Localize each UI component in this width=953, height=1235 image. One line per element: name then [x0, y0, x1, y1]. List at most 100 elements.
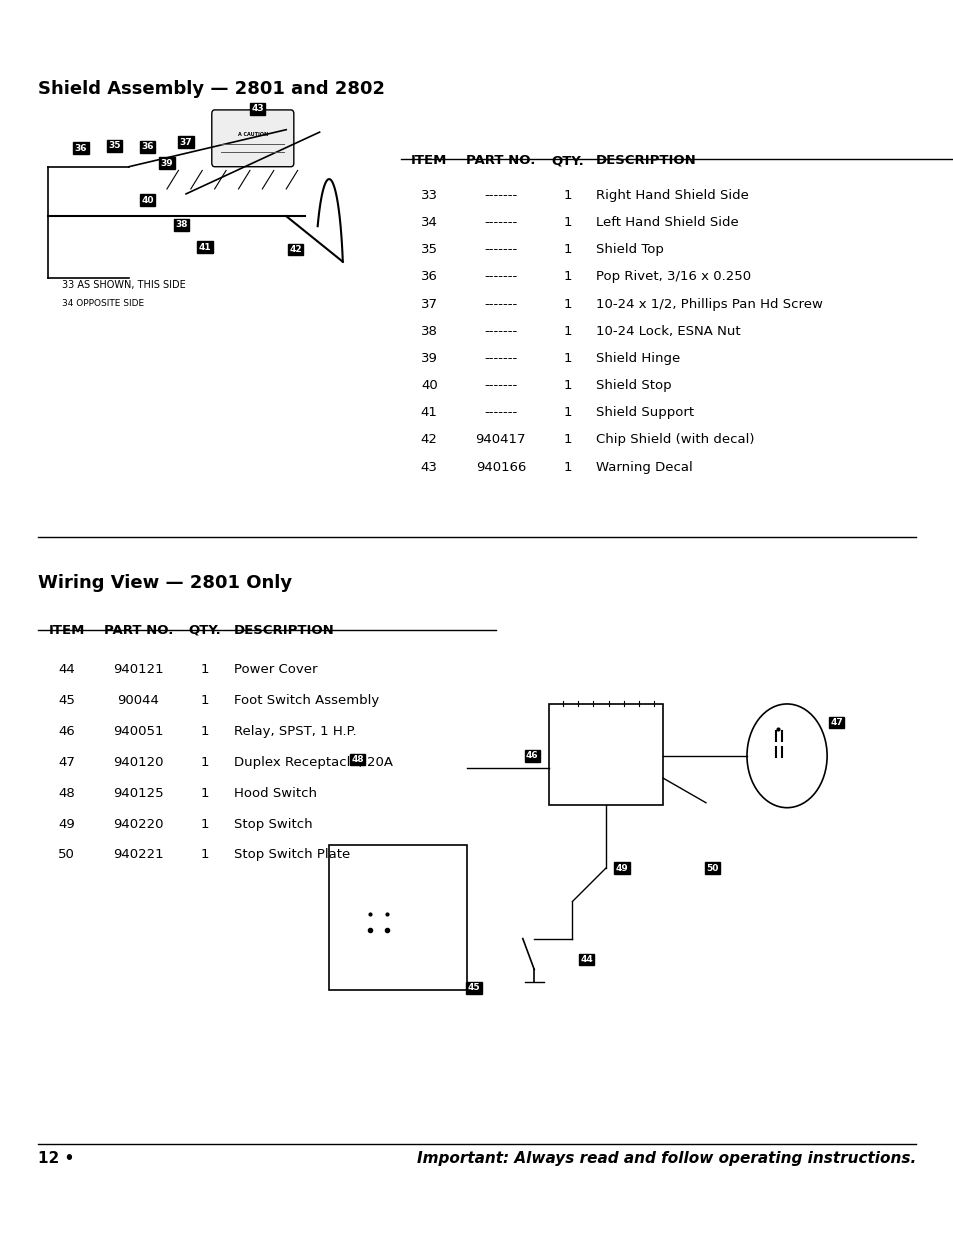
Text: 1: 1: [201, 663, 209, 677]
Text: 49: 49: [615, 863, 628, 873]
Text: 12 •: 12 •: [38, 1151, 74, 1166]
Text: 1: 1: [201, 694, 209, 708]
Bar: [548, 704, 662, 805]
Text: 10-24 x 1/2, Phillips Pan Hd Screw: 10-24 x 1/2, Phillips Pan Hd Screw: [596, 298, 822, 311]
Text: -------: -------: [484, 216, 517, 230]
Text: Shield Stop: Shield Stop: [596, 379, 671, 393]
Text: 1: 1: [563, 352, 571, 366]
Text: -------: -------: [484, 189, 517, 203]
Text: 44: 44: [579, 955, 593, 965]
Text: 1: 1: [201, 725, 209, 739]
Text: 47: 47: [58, 756, 75, 769]
Text: 940417: 940417: [476, 433, 525, 447]
Text: Left Hand Shield Side: Left Hand Shield Side: [596, 216, 739, 230]
Text: Wiring View — 2801 Only: Wiring View — 2801 Only: [38, 574, 292, 593]
Text: 40: 40: [141, 195, 154, 205]
Text: 39: 39: [160, 158, 173, 168]
Text: 38: 38: [174, 220, 188, 230]
Text: Power Cover: Power Cover: [233, 663, 317, 677]
Text: 35: 35: [420, 243, 437, 257]
Text: 1: 1: [201, 848, 209, 862]
Text: -------: -------: [484, 406, 517, 420]
Text: 34: 34: [420, 216, 437, 230]
Text: Chip Shield (with decal): Chip Shield (with decal): [596, 433, 754, 447]
Text: QTY.: QTY.: [189, 624, 221, 637]
Circle shape: [746, 704, 826, 808]
Text: -------: -------: [484, 298, 517, 311]
Text: 50: 50: [58, 848, 75, 862]
Text: DESCRIPTION: DESCRIPTION: [233, 624, 335, 637]
Text: 43: 43: [420, 461, 437, 474]
Text: Stop Switch Plate: Stop Switch Plate: [233, 848, 350, 862]
Text: 940121: 940121: [112, 663, 164, 677]
Text: 47: 47: [829, 718, 842, 727]
Text: 33: 33: [420, 189, 437, 203]
Text: Duplex Receptacle, 20A: Duplex Receptacle, 20A: [233, 756, 393, 769]
Text: 940166: 940166: [476, 461, 525, 474]
Text: 940221: 940221: [112, 848, 164, 862]
Text: 36: 36: [420, 270, 437, 284]
Text: 1: 1: [201, 756, 209, 769]
Text: 940125: 940125: [112, 787, 164, 800]
Text: DESCRIPTION: DESCRIPTION: [596, 154, 697, 168]
Text: Stop Switch: Stop Switch: [233, 818, 312, 831]
Text: PART NO.: PART NO.: [466, 154, 535, 168]
Text: 39: 39: [420, 352, 437, 366]
Text: 35: 35: [108, 141, 121, 151]
Text: Hood Switch: Hood Switch: [233, 787, 316, 800]
Text: -------: -------: [484, 243, 517, 257]
Text: ITEM: ITEM: [49, 624, 85, 637]
Text: 1: 1: [563, 406, 571, 420]
Text: 1: 1: [563, 270, 571, 284]
Text: 50: 50: [706, 863, 718, 873]
Text: 1: 1: [563, 325, 571, 338]
Text: Shield Hinge: Shield Hinge: [596, 352, 679, 366]
Text: 46: 46: [525, 751, 538, 761]
Text: 42: 42: [289, 245, 302, 254]
Text: 1: 1: [201, 818, 209, 831]
Text: -------: -------: [484, 379, 517, 393]
Text: 1: 1: [563, 379, 571, 393]
Text: 1: 1: [563, 243, 571, 257]
Text: 36: 36: [141, 142, 154, 152]
Text: -------: -------: [484, 352, 517, 366]
Text: 37: 37: [420, 298, 437, 311]
Text: A CAUTION: A CAUTION: [237, 132, 268, 137]
Text: Shield Support: Shield Support: [596, 406, 694, 420]
Text: Pop Rivet, 3/16 x 0.250: Pop Rivet, 3/16 x 0.250: [596, 270, 751, 284]
Text: -------: -------: [484, 270, 517, 284]
Text: 37: 37: [179, 137, 193, 147]
Text: Important: Always read and follow operating instructions.: Important: Always read and follow operat…: [416, 1151, 915, 1166]
Text: 48: 48: [351, 755, 364, 764]
Text: 41: 41: [198, 242, 212, 252]
Text: 43: 43: [251, 104, 264, 114]
Text: 34 OPPOSITE SIDE: 34 OPPOSITE SIDE: [62, 299, 144, 308]
Text: 45: 45: [58, 694, 75, 708]
Text: 49: 49: [58, 818, 75, 831]
Text: 940220: 940220: [113, 818, 163, 831]
Text: 46: 46: [58, 725, 75, 739]
Text: ITEM: ITEM: [411, 154, 447, 168]
Text: Warning Decal: Warning Decal: [596, 461, 692, 474]
Text: 44: 44: [58, 663, 75, 677]
Text: 940120: 940120: [113, 756, 163, 769]
Text: Shield Assembly — 2801 and 2802: Shield Assembly — 2801 and 2802: [38, 80, 385, 99]
Text: 90044: 90044: [117, 694, 159, 708]
Text: 36: 36: [74, 143, 88, 153]
Text: Shield Top: Shield Top: [596, 243, 663, 257]
Text: 1: 1: [563, 298, 571, 311]
Text: Right Hand Shield Side: Right Hand Shield Side: [596, 189, 748, 203]
Text: QTY.: QTY.: [551, 154, 583, 168]
Text: 940051: 940051: [113, 725, 163, 739]
Text: 38: 38: [420, 325, 437, 338]
Text: 1: 1: [563, 189, 571, 203]
Text: 48: 48: [58, 787, 75, 800]
Text: Foot Switch Assembly: Foot Switch Assembly: [233, 694, 378, 708]
Text: 1: 1: [563, 216, 571, 230]
Text: 1: 1: [563, 461, 571, 474]
Text: 10-24 Lock, ESNA Nut: 10-24 Lock, ESNA Nut: [596, 325, 740, 338]
Text: 41: 41: [420, 406, 437, 420]
Text: -------: -------: [484, 325, 517, 338]
FancyBboxPatch shape: [212, 110, 294, 167]
Text: 40: 40: [420, 379, 437, 393]
